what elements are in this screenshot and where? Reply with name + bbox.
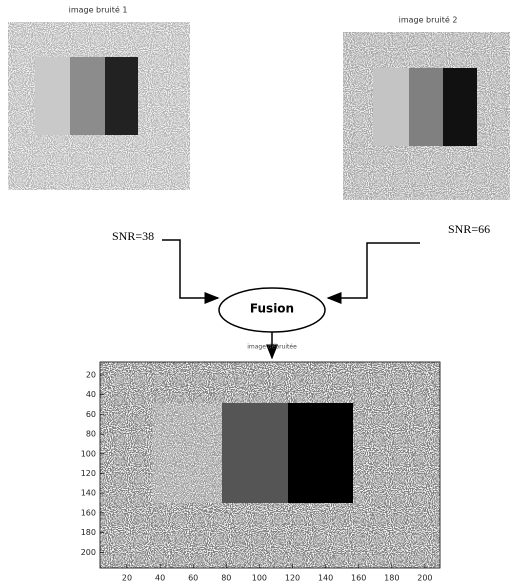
- x-tick-label: 20: [122, 574, 132, 583]
- image-label: image bruité 1: [69, 5, 128, 15]
- y-tick-label: 140: [81, 489, 96, 498]
- y-tick-label: 40: [86, 390, 96, 399]
- stripe: [409, 68, 443, 146]
- arrow: [162, 240, 218, 298]
- x-tick-label: 60: [188, 574, 198, 583]
- result-plot: [100, 362, 440, 568]
- page: image bruité 1 image bruité 2 SNR=38 SNR…: [0, 0, 525, 587]
- stripe: [70, 57, 105, 135]
- x-tick-label: 100: [252, 574, 267, 583]
- y-tick-label: 200: [81, 548, 96, 557]
- snr-label: SNR=38: [112, 229, 154, 243]
- y-tick-label: 180: [81, 528, 96, 537]
- stripe: [35, 57, 70, 135]
- stripe: [222, 403, 288, 503]
- y-tick-label: 60: [86, 410, 96, 419]
- stripe: [443, 68, 477, 146]
- y-tick-label: 160: [81, 508, 96, 517]
- x-tick-label: 160: [351, 574, 366, 583]
- x-tick-label: 40: [155, 574, 165, 583]
- fusion-label: Fusion: [250, 302, 294, 316]
- image-label: image bruité 2: [399, 15, 458, 25]
- stripe: [288, 403, 353, 503]
- y-tick-label: 120: [81, 469, 96, 478]
- y-tick-label: 80: [86, 430, 96, 439]
- x-tick-label: 140: [318, 574, 333, 583]
- stripe: [105, 57, 138, 135]
- y-tick-label: 100: [81, 449, 96, 458]
- stripe: [373, 68, 409, 146]
- x-tick-label: 80: [221, 574, 231, 583]
- noise: [152, 403, 222, 503]
- x-tick-label: 120: [285, 574, 300, 583]
- x-tick-label: 180: [384, 574, 399, 583]
- arrow: [328, 243, 420, 298]
- y-tick-label: 20: [86, 371, 96, 380]
- x-tick-label: 200: [417, 574, 432, 583]
- result-label: image débruitée: [247, 344, 297, 351]
- snr-label: SNR=66: [448, 222, 490, 236]
